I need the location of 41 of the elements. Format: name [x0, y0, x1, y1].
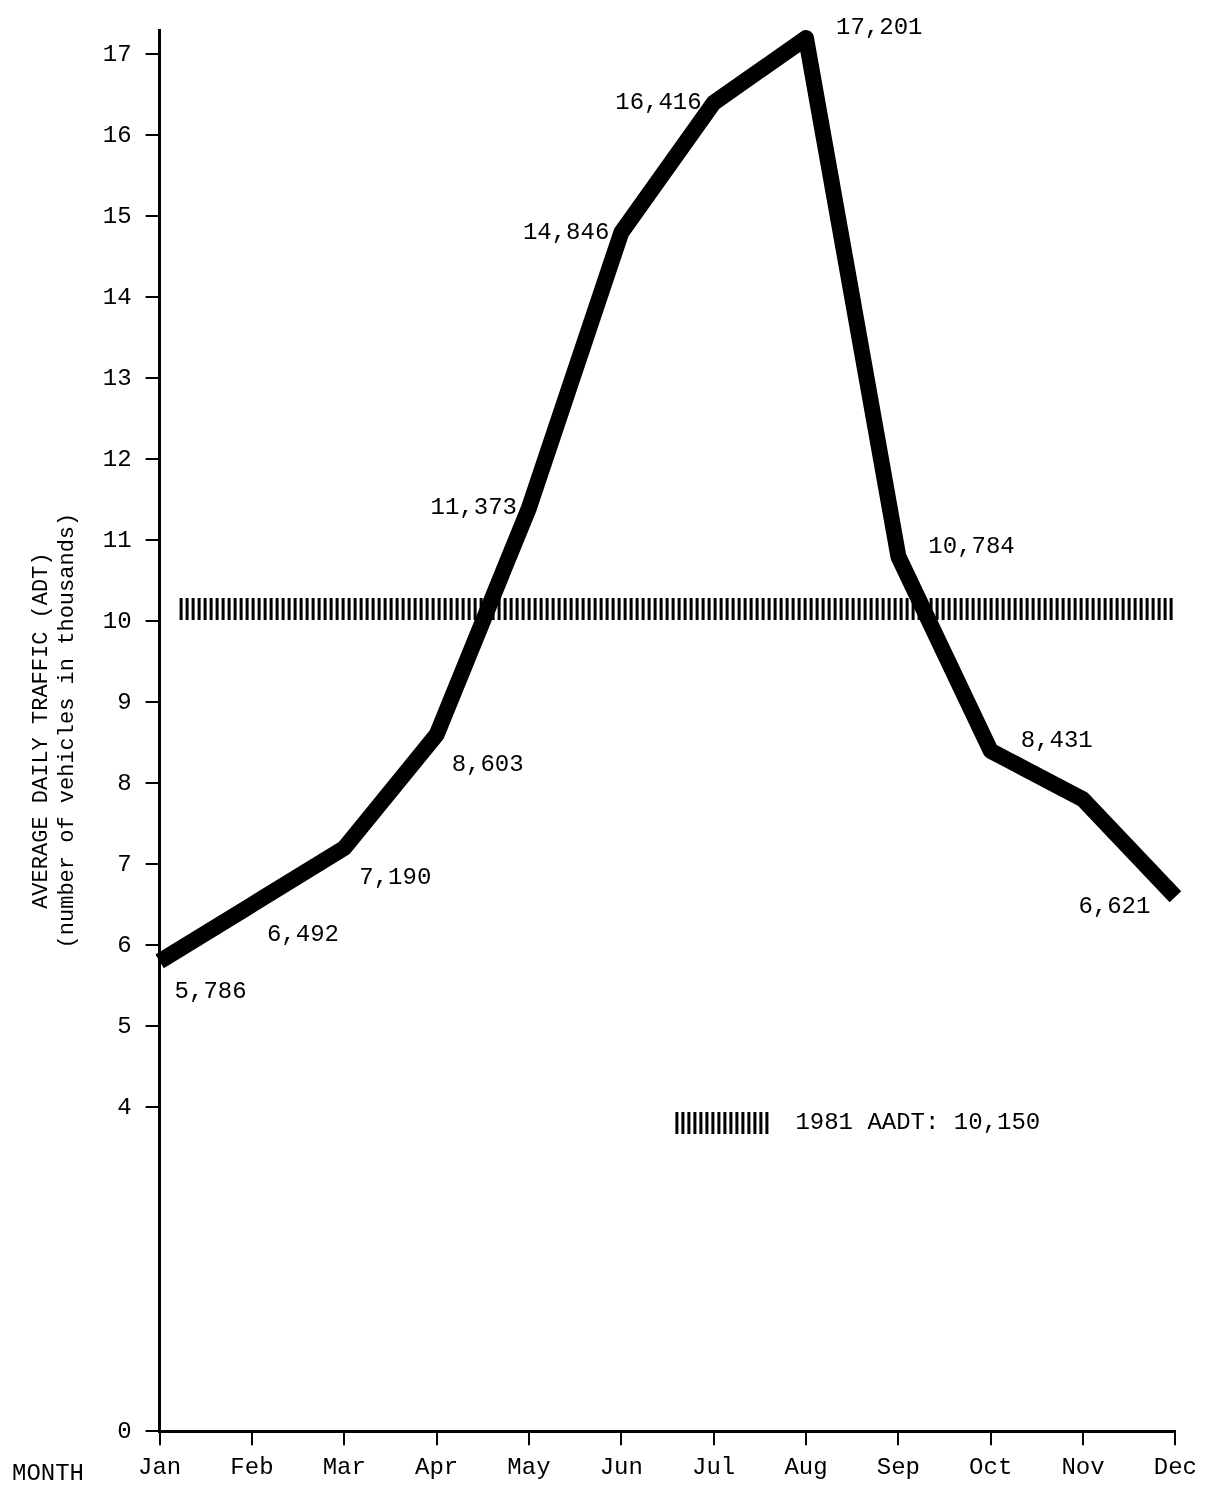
annotation: 11,373	[430, 494, 517, 522]
y-tick-label: 11	[102, 526, 132, 554]
annotation: 7,190	[359, 864, 432, 892]
y-tick-label: 7	[117, 850, 132, 878]
annotation: 5,786	[174, 977, 247, 1005]
x-tick-label: Oct	[969, 1453, 1013, 1481]
annotation: 6,621	[1078, 893, 1151, 920]
x-tick-label: Mar	[322, 1453, 366, 1481]
annotation: 6,492	[266, 921, 339, 949]
x-tick-label: Jun	[599, 1453, 643, 1481]
y-tick-label: 12	[102, 445, 132, 473]
y-tick-label: 0	[117, 1417, 132, 1445]
annotation: 17,201	[836, 14, 923, 42]
x-axis-title: MONTH	[12, 1460, 85, 1488]
x-tick-label: Aug	[784, 1453, 828, 1481]
y-axis-title: AVERAGE DAILY TRAFFIC (ADT) (number of vehicles in thousands)	[29, 512, 81, 949]
y-tick-label: 8	[117, 769, 132, 797]
annotation: 8,603	[451, 751, 524, 779]
y-tick-label: 15	[102, 202, 132, 230]
y-tick-label: 10	[102, 607, 132, 635]
y-tick-label: 5	[117, 1012, 132, 1040]
x-tick-label: Sep	[876, 1453, 920, 1481]
y-tick-label: 14	[102, 283, 132, 311]
x-tick-label: Jul	[692, 1453, 736, 1481]
annotation: 10,784	[928, 532, 1015, 560]
y-tick-label: 17	[102, 40, 132, 68]
x-tick-label: May	[507, 1453, 551, 1481]
x-tick-label: Jan	[138, 1453, 182, 1481]
x-tick-label: Apr	[415, 1453, 459, 1481]
y-tick-label: 13	[102, 364, 132, 392]
y-tick-label: 6	[117, 931, 132, 959]
y-tick-label: 16	[102, 121, 132, 149]
legend-label: 1981 AADT: 10,150	[795, 1109, 1041, 1137]
annotation: 8,431	[1020, 727, 1093, 755]
x-tick-label: Dec	[1153, 1453, 1198, 1481]
x-tick-label: Feb	[230, 1453, 274, 1481]
annotation: 16,416	[615, 89, 702, 117]
x-tick-label: Nov	[1061, 1453, 1105, 1481]
y-tick-label: 9	[117, 688, 132, 716]
annotation: 14,846	[522, 218, 610, 246]
y-tick-label: 4	[117, 1093, 132, 1121]
